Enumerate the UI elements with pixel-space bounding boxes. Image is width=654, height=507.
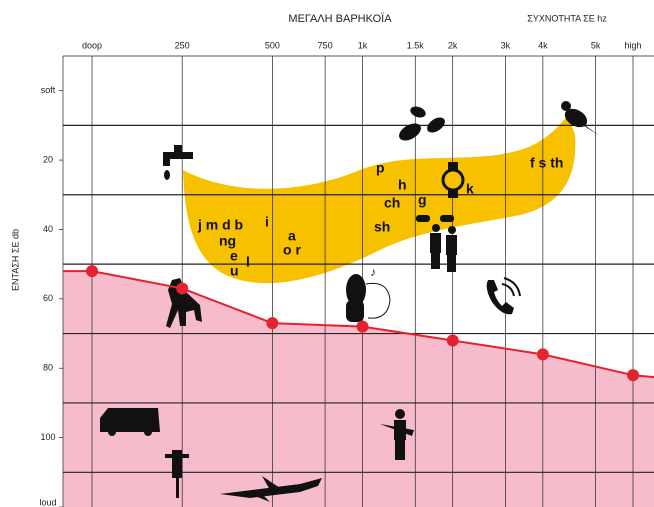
y-axis-label: ΕΝΤΑΣΗ ΣΕ db — [10, 229, 20, 291]
y-tick-label: 20 — [43, 154, 53, 164]
speech-sound: f s th — [530, 155, 563, 171]
y-tick-label: 80 — [43, 363, 53, 373]
dog-icon — [166, 278, 202, 328]
icons: ♪ — [100, 101, 600, 502]
x-tick-label: 3k — [501, 40, 511, 50]
x-tick-label: 5k — [591, 40, 601, 50]
hearing-loss-area — [63, 271, 654, 507]
speech-sound: j m d b — [197, 217, 243, 233]
grid — [59, 55, 654, 507]
speech-sound: o r — [283, 242, 301, 258]
y-tick-label: loud — [39, 497, 56, 507]
chart-title: ΜΕΓΑΛΗ ΒΑΡΗΚΟΪΑ — [288, 13, 392, 25]
speech-banana — [183, 115, 576, 284]
singer-icon: ♪ — [346, 265, 391, 322]
airplane-icon — [220, 476, 322, 502]
speech-sound: ng — [219, 233, 236, 249]
x-tick-label: 750 — [318, 40, 333, 50]
y-tick-label: 60 — [43, 293, 53, 303]
x-axis-label: ΣΥΧΝΟΤΗΤΑ ΣΕ hz — [527, 13, 607, 23]
guitarist-icon — [380, 409, 414, 460]
van-icon — [100, 408, 160, 436]
data-layer — [63, 265, 654, 382]
speech-sound: g — [418, 192, 427, 208]
people-icon — [430, 224, 457, 272]
x-tick-label: 1.5k — [407, 40, 425, 50]
speech-sound: e — [230, 248, 238, 264]
speech-sound: ch — [384, 195, 400, 211]
speech-sound: a — [288, 228, 296, 244]
speech-sound: k — [466, 181, 474, 197]
x-tick-label: 1k — [358, 40, 368, 50]
threshold-point — [86, 265, 99, 278]
y-tick-label: soft — [41, 85, 56, 95]
phone-icon — [486, 277, 521, 315]
x-tick-label: 2k — [448, 40, 458, 50]
x-tick-label: 4k — [538, 40, 548, 50]
y-tick-label: 100 — [40, 432, 55, 442]
threshold-point — [536, 348, 549, 361]
x-tick-label: 500 — [265, 40, 280, 50]
speech-sound: h — [398, 177, 407, 193]
x-tick-label: doop — [82, 40, 102, 50]
faucet-icon — [163, 145, 193, 180]
speech-sound: p — [376, 160, 385, 176]
y-tick-label: 40 — [43, 224, 53, 234]
music-note: ♪ — [370, 265, 376, 279]
speech-sound: u — [230, 263, 239, 279]
threshold-point — [446, 334, 459, 347]
watch-icon — [441, 162, 465, 198]
threshold-point — [266, 317, 279, 330]
speech-sound: l — [246, 254, 250, 270]
glasses-icon — [416, 215, 454, 222]
x-tick-label: high — [625, 40, 642, 50]
threshold-point — [627, 369, 640, 382]
x-tick-label: 250 — [175, 40, 190, 50]
threshold-point — [356, 320, 369, 333]
threshold-point — [176, 282, 189, 295]
jackhammer-icon — [165, 450, 189, 498]
bird-icon — [561, 101, 600, 136]
plot-background — [63, 271, 654, 507]
speech-sound: sh — [374, 219, 390, 235]
leaves-icon — [399, 106, 445, 141]
speech-sound: i — [265, 214, 269, 230]
